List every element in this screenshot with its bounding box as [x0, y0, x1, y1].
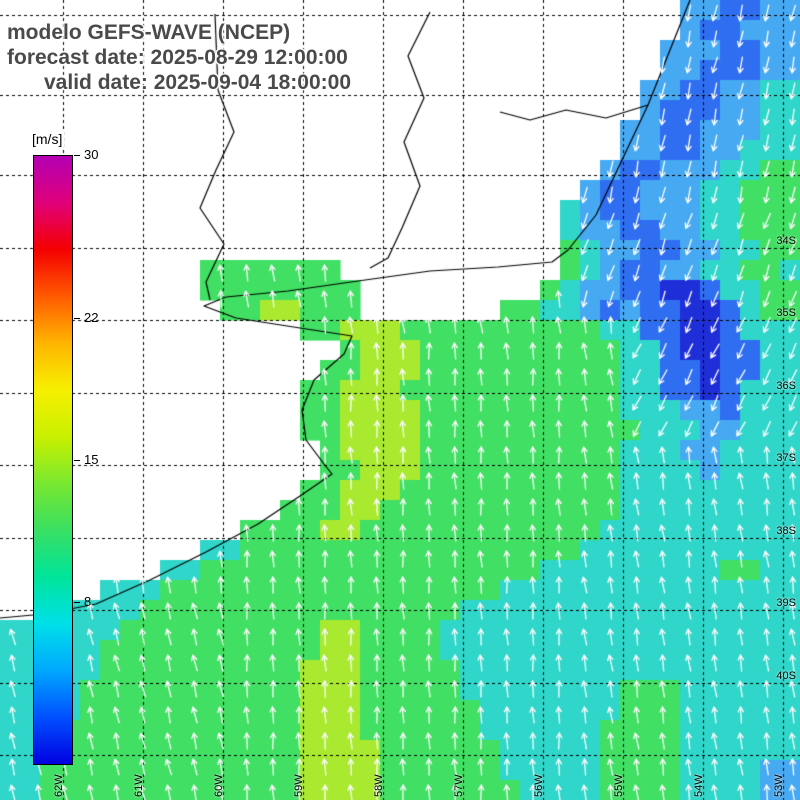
- colorbar-tick-label: 15: [84, 452, 99, 467]
- colorbar-tick-mark: [74, 602, 80, 603]
- colorbar-tick-label: 8: [84, 594, 92, 609]
- colorbar-tick-label: 22: [84, 310, 99, 325]
- title-block: modelo GEFS-WAVE (NCEP) forecast date: 2…: [7, 20, 351, 95]
- colorbar: 30 22 15 8: [33, 147, 98, 765]
- colorbar-unit-label: [m/s]: [30, 131, 65, 147]
- colorbar-tick-mark: [74, 460, 80, 461]
- model-title: modelo GEFS-WAVE (NCEP): [7, 21, 291, 44]
- colorbar-gradient: [33, 155, 73, 765]
- colorbar-tick-label: 30: [84, 147, 99, 162]
- colorbar-tick-mark: [74, 155, 80, 156]
- forecast-date: forecast date: 2025-08-29 12:00:00: [7, 46, 348, 69]
- valid-date: valid date: 2025-09-04 18:00:00: [44, 71, 352, 94]
- colorbar-tick-mark: [74, 318, 80, 319]
